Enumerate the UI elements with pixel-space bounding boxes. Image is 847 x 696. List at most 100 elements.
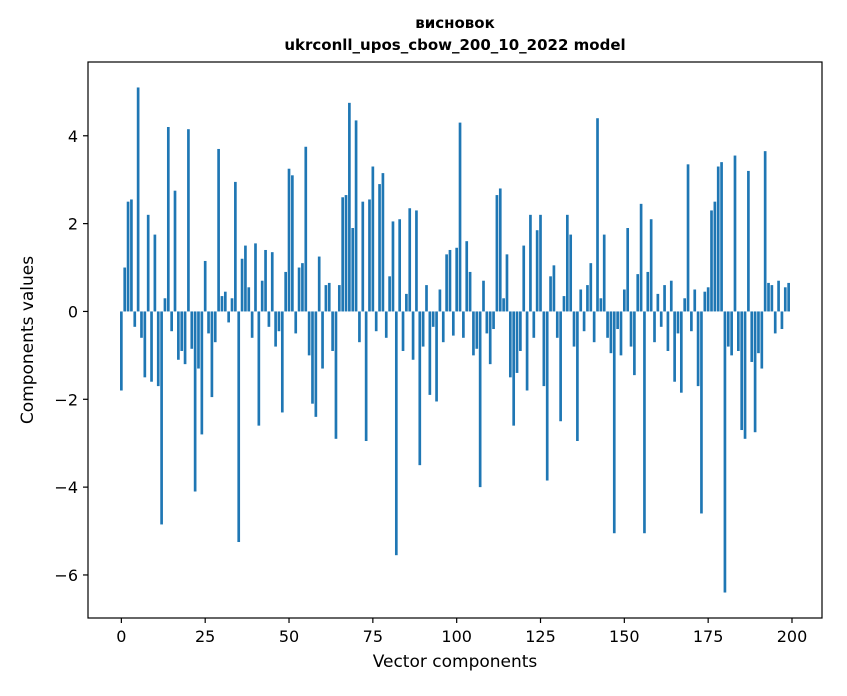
bar [371, 166, 375, 312]
y-axis-label: Components values [18, 255, 38, 425]
bar [193, 311, 197, 492]
bar [348, 102, 351, 312]
bar [291, 175, 294, 312]
bar [421, 311, 425, 347]
bar [539, 214, 542, 312]
bar [586, 285, 589, 312]
bar [398, 219, 402, 312]
bar [519, 311, 522, 351]
bar [287, 168, 291, 312]
bar [713, 201, 717, 312]
bar [156, 311, 160, 387]
bar [612, 311, 616, 534]
bar [431, 311, 435, 327]
bar [462, 311, 465, 338]
bar [337, 285, 341, 312]
bar [495, 195, 499, 312]
bar [425, 285, 428, 312]
bar [679, 311, 683, 393]
bar [458, 122, 462, 312]
bar [143, 311, 147, 378]
bar [166, 127, 170, 312]
bar [405, 293, 408, 312]
bar [260, 280, 264, 312]
bar [596, 118, 599, 312]
bar [314, 311, 318, 417]
bar [555, 311, 559, 338]
bar [599, 298, 603, 312]
bar [123, 267, 127, 312]
bar [757, 311, 760, 354]
bar [267, 311, 271, 327]
bar [498, 188, 502, 312]
bar [485, 311, 489, 334]
bar [183, 311, 187, 365]
bar [120, 311, 123, 391]
bar [415, 210, 418, 312]
bar [180, 311, 184, 351]
bar [270, 252, 274, 312]
bar [777, 280, 780, 312]
bar [317, 256, 321, 312]
bar [529, 214, 532, 312]
bar [515, 311, 519, 373]
bar [767, 282, 770, 312]
bar [234, 181, 237, 312]
bar [763, 151, 767, 312]
bar [606, 311, 609, 338]
bar [703, 291, 707, 312]
bar [220, 296, 224, 312]
bar [441, 311, 445, 343]
bar [478, 311, 482, 488]
bar [378, 184, 381, 312]
bar [633, 311, 636, 376]
bar [740, 311, 744, 431]
bar [207, 311, 210, 334]
bar [244, 245, 247, 312]
x-tick-label: 150 [609, 627, 640, 646]
bar [411, 311, 415, 360]
bar [512, 311, 516, 426]
bar [626, 228, 630, 312]
bar [311, 311, 314, 404]
bar [217, 148, 220, 312]
bar [284, 271, 288, 312]
bar [619, 311, 623, 356]
bar [130, 199, 133, 312]
y-tick-label: 0 [68, 302, 78, 321]
bar [237, 311, 241, 543]
bar [780, 311, 784, 330]
bar [690, 311, 693, 332]
axes-frame [87, 61, 823, 619]
y-tick-label: 4 [68, 127, 78, 146]
bar [448, 249, 452, 312]
x-tick-label: 0 [116, 627, 126, 646]
bar [294, 311, 298, 334]
bar [505, 254, 509, 312]
bar [277, 311, 281, 332]
bar [716, 166, 720, 312]
bar [445, 254, 448, 312]
bar [720, 162, 723, 312]
bar [388, 276, 391, 312]
bar [344, 195, 348, 312]
bar [230, 298, 234, 312]
bar [304, 146, 308, 312]
bar [240, 258, 244, 312]
bar [653, 311, 656, 343]
bar [173, 190, 177, 312]
bar [146, 214, 150, 312]
bar [187, 129, 190, 312]
bar [693, 289, 697, 312]
bar [710, 210, 713, 312]
bar [629, 311, 633, 347]
bar [669, 280, 673, 312]
bar [589, 263, 593, 312]
bar [616, 311, 619, 330]
bar [622, 289, 626, 312]
bar [609, 311, 613, 354]
bar [502, 298, 505, 312]
y-tick-label: −4 [54, 478, 78, 497]
bar [760, 311, 764, 369]
bar [264, 249, 267, 312]
